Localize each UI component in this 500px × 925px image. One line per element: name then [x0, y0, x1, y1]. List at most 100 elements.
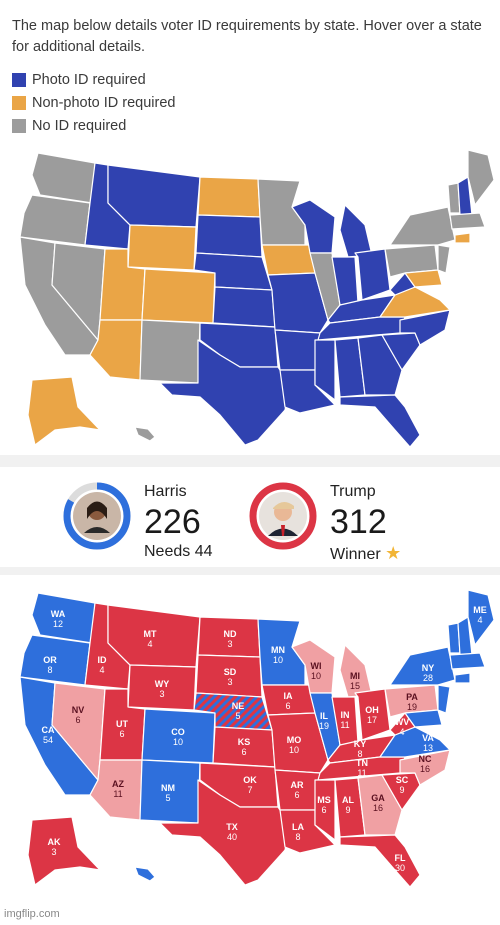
state-wa-voter[interactable]: [31, 152, 96, 204]
label-wv-abbr: WV: [395, 717, 410, 727]
state-mn-result[interactable]: [257, 618, 306, 686]
harris-status: Needs 44: [144, 543, 213, 560]
state-ia-voter[interactable]: [261, 244, 316, 276]
label-wi-abbr: WI: [311, 661, 322, 671]
trump-electoral-votes: 312: [330, 503, 387, 541]
state-ny-voter[interactable]: [389, 206, 456, 246]
label-nv-abbr: NV: [72, 705, 85, 715]
state-co-voter[interactable]: [141, 268, 216, 324]
label-la-abbr: LA: [292, 822, 304, 832]
harris-avatar: [63, 482, 131, 550]
trump-status-text: Winner: [330, 546, 381, 563]
state-nd-voter[interactable]: [197, 176, 261, 218]
label-tn-ev: 11: [357, 768, 366, 778]
state-oh-result[interactable]: [354, 688, 391, 741]
label-la-ev: 8: [295, 832, 300, 842]
label-co-ev: 10: [173, 737, 183, 747]
winner-star-icon: ★: [385, 543, 402, 563]
label-ms-ev: 6: [321, 805, 326, 815]
label-mo-abbr: MO: [287, 735, 302, 745]
label-az-ev: 11: [113, 789, 122, 799]
candidate-harris: Harris 226 Needs 44: [62, 477, 262, 560]
label-me-ev: 4: [477, 615, 482, 625]
imgflip-watermark: imgflip.com: [4, 908, 60, 920]
state-ct-voter[interactable]: [454, 232, 471, 244]
state-mn-voter[interactable]: [257, 178, 306, 246]
label-fl-ev: 30: [395, 863, 405, 873]
state-nj-voter[interactable]: [437, 244, 451, 274]
state-ma-voter[interactable]: [449, 212, 486, 230]
label-mn-ev: 10: [273, 655, 283, 665]
state-tx-result[interactable]: [159, 779, 291, 886]
label-ca-abbr: CA: [42, 725, 55, 735]
state-ga-result[interactable]: [357, 774, 403, 836]
label-ak-abbr: AK: [48, 837, 61, 847]
state-ak-result[interactable]: [27, 816, 101, 886]
state-ma-result[interactable]: [449, 652, 486, 670]
intro-text: The map below details voter ID requireme…: [12, 18, 482, 55]
state-hi-result[interactable]: [134, 866, 156, 882]
label-il-abbr: IL: [320, 711, 329, 721]
state-wy-voter[interactable]: [127, 224, 197, 271]
state-tx-voter[interactable]: [159, 339, 291, 446]
candidate-trump: Trump 312 Winner ★: [248, 477, 468, 563]
state-md-voter[interactable]: [404, 269, 443, 288]
state-ak-voter[interactable]: [27, 376, 101, 446]
state-oh-voter[interactable]: [354, 248, 391, 301]
legend-label-photo-id: Photo ID required: [32, 71, 146, 88]
state-md-result[interactable]: [404, 709, 443, 728]
state-or-result[interactable]: [19, 634, 91, 686]
label-id-abbr: ID: [98, 655, 108, 665]
label-pa-abbr: PA: [406, 692, 418, 702]
electoral-score-bar: Harris 226 Needs 44 Trump 312 Winner ★: [0, 467, 500, 567]
label-nv-ev: 6: [75, 715, 80, 725]
state-me-voter[interactable]: [467, 149, 495, 206]
state-ar-voter[interactable]: [274, 329, 321, 371]
label-ky-ev: 8: [357, 749, 362, 759]
state-ks-voter[interactable]: [212, 286, 276, 328]
state-or-voter[interactable]: [19, 194, 91, 246]
state-ga-voter[interactable]: [357, 334, 403, 396]
label-ny-abbr: NY: [422, 663, 435, 673]
label-mi-abbr: MI: [350, 671, 360, 681]
label-nm-abbr: NM: [161, 783, 175, 793]
state-me-result[interactable]: [467, 589, 495, 646]
label-me-abbr: ME: [473, 605, 487, 615]
state-fl-voter[interactable]: [339, 394, 421, 448]
state-ms-result[interactable]: [314, 779, 336, 841]
label-ga-abbr: GA: [371, 793, 385, 803]
label-nc-ev: 16: [420, 764, 430, 774]
label-ia-ev: 6: [285, 701, 290, 711]
state-hi-voter[interactable]: [134, 426, 156, 442]
label-pa-ev: 19: [407, 702, 417, 712]
section-divider-2: [0, 567, 500, 575]
label-nd-ev: 3: [227, 639, 232, 649]
state-fl-result[interactable]: [339, 834, 421, 888]
label-sc-abbr: SC: [396, 775, 409, 785]
legend-item-non-photo-id: Non-photo ID required: [12, 91, 175, 114]
label-wa-ev: 12: [53, 619, 63, 629]
label-wi-ev: 10: [311, 671, 321, 681]
state-sd-voter[interactable]: [195, 214, 263, 258]
state-nj-result[interactable]: [437, 684, 451, 714]
label-ia-abbr: IA: [284, 691, 294, 701]
state-nm-voter[interactable]: [139, 319, 201, 384]
voter-id-panel: The map below details voter ID requireme…: [0, 0, 500, 455]
state-wa-result[interactable]: [31, 592, 96, 644]
label-ok-ev: 7: [247, 785, 252, 795]
legend-swatch-photo-id: [12, 72, 26, 87]
label-ak-ev: 3: [51, 847, 56, 857]
label-va-ev: 13: [423, 743, 433, 753]
state-ct-result[interactable]: [454, 672, 471, 684]
label-ky-abbr: KY: [354, 739, 367, 749]
label-ms-abbr: MS: [317, 795, 331, 805]
state-mi-voter[interactable]: [339, 204, 373, 258]
label-oh-abbr: OH: [365, 705, 379, 715]
state-ms-voter[interactable]: [314, 339, 336, 401]
label-mt-ev: 4: [147, 639, 152, 649]
label-nd-abbr: ND: [224, 629, 237, 639]
trump-name: Trump: [330, 483, 376, 500]
label-wy-ev: 3: [159, 689, 164, 699]
